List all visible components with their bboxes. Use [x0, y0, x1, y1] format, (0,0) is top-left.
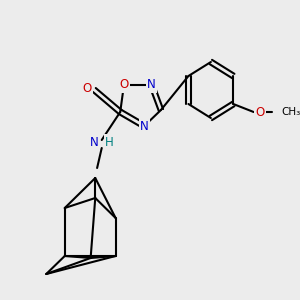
- Text: N: N: [147, 79, 156, 92]
- Text: N: N: [90, 136, 99, 148]
- Text: O: O: [119, 79, 129, 92]
- Text: O: O: [256, 106, 265, 118]
- Text: N: N: [140, 119, 149, 133]
- Text: CH₃: CH₃: [281, 107, 300, 117]
- Text: H: H: [105, 136, 113, 148]
- Text: O: O: [82, 82, 92, 94]
